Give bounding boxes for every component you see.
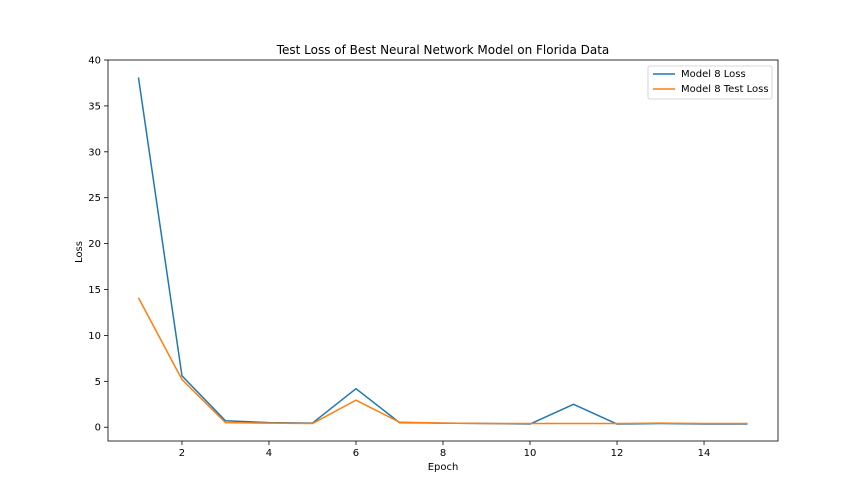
x-tick-label: 6 <box>353 448 359 459</box>
legend-label-1: Model 8 Test Loss <box>681 84 769 95</box>
series-line-0 <box>137 77 748 425</box>
y-tick-label: 5 <box>95 377 101 388</box>
y-tick-label: 40 <box>88 56 101 67</box>
x-axis: 2 4 6 8 10 12 14 <box>179 441 711 459</box>
chart-title: Test Loss of Best Neural Network Model o… <box>276 43 610 57</box>
x-tick-label: 2 <box>179 448 185 459</box>
series-lines <box>137 77 748 425</box>
y-axis-label: Loss <box>74 241 85 263</box>
x-tick-label: 8 <box>440 448 446 459</box>
y-tick-label: 35 <box>88 101 101 112</box>
x-tick-label: 4 <box>266 448 272 459</box>
legend-box <box>647 65 773 100</box>
y-tick-label: 30 <box>88 147 101 158</box>
series-line-1 <box>137 297 748 425</box>
y-tick-label: 15 <box>88 285 101 296</box>
legend: Model 8 Loss Model 8 Test Loss <box>647 65 773 100</box>
y-tick-label: 25 <box>88 193 101 204</box>
y-axis: 0 5 10 15 20 25 30 35 40 <box>88 56 108 434</box>
x-axis-label: Epoch <box>428 462 459 473</box>
y-tick-label: 10 <box>88 331 101 342</box>
y-tick-label: 20 <box>88 239 101 250</box>
legend-label-0: Model 8 Loss <box>681 69 746 80</box>
x-tick-label: 10 <box>524 448 537 459</box>
x-tick-label: 12 <box>611 448 624 459</box>
y-tick-label: 0 <box>95 423 101 434</box>
x-tick-label: 14 <box>698 448 711 459</box>
plot-area <box>107 59 779 442</box>
